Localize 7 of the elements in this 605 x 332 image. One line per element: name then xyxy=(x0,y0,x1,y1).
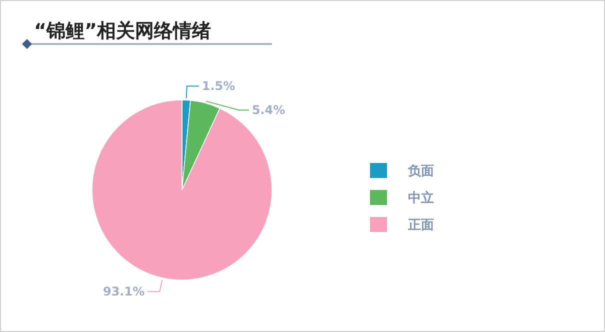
legend-label: 正面 xyxy=(407,218,434,233)
legend-label: 中立 xyxy=(408,190,434,206)
legend-label: 负面 xyxy=(407,164,434,179)
chart-title: “锦鲤”相关网络情绪 xyxy=(34,20,211,42)
data-label: 5.4% xyxy=(252,103,286,118)
data-label: 1.5% xyxy=(202,79,236,94)
data-label: 93.1% xyxy=(102,284,145,299)
